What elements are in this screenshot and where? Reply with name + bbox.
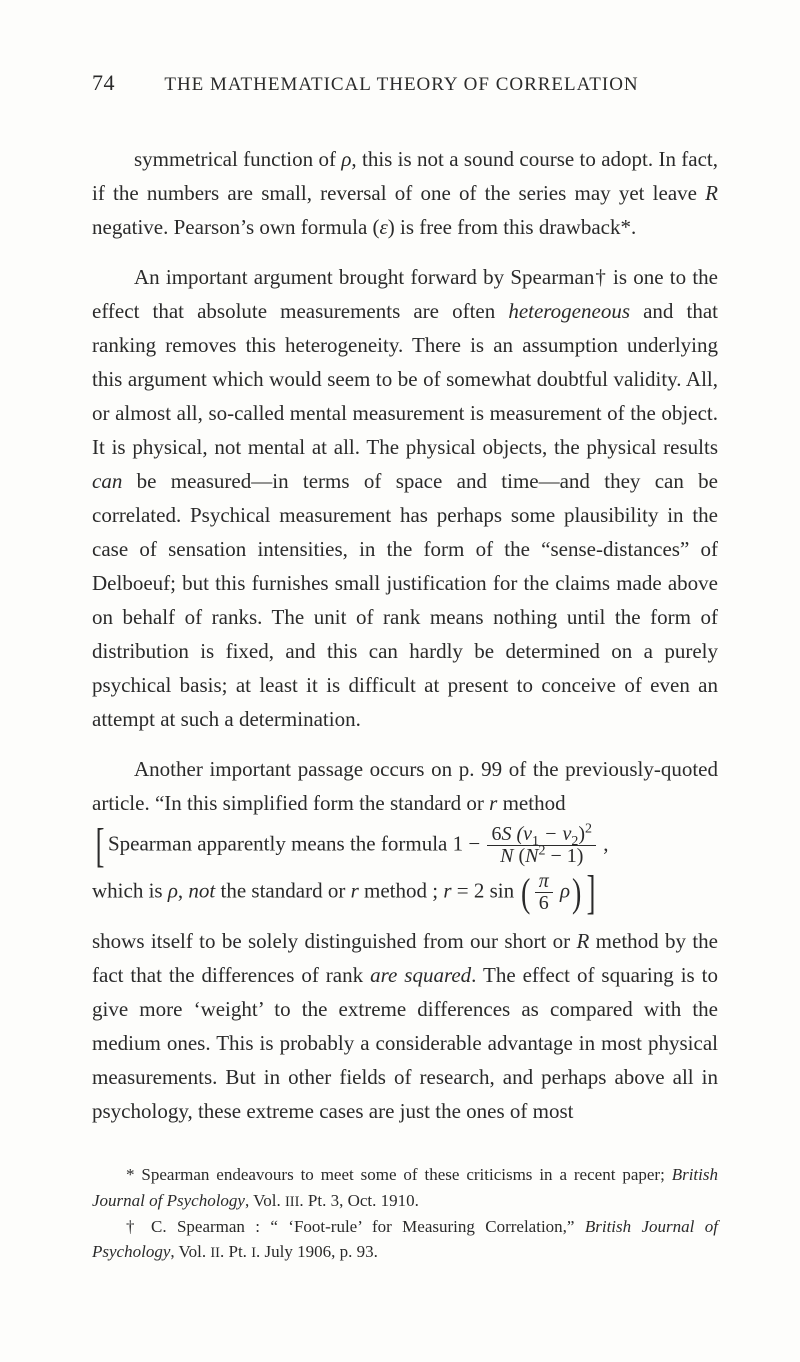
math-formula-1: [Spearman apparently means the formula 1… <box>92 824 718 867</box>
text: − ν <box>539 823 571 845</box>
text: Spearman apparently means the formula 1 … <box>108 832 485 856</box>
paragraph-2: An important argument brought forward by… <box>92 260 718 736</box>
text: . The effect of squaring is to give more… <box>92 963 718 1123</box>
text: − 1) <box>545 845 583 867</box>
text: Another important passage occurs on p. 9… <box>92 757 718 815</box>
page-number: 74 <box>92 70 115 96</box>
text: , <box>178 879 189 903</box>
text: , Vol. <box>245 1191 285 1210</box>
var-rho: ρ <box>341 147 351 171</box>
num-pi: π <box>535 871 553 893</box>
paragraph-4: shows itself to be solely distinguished … <box>92 924 718 1128</box>
var-r3: r <box>443 879 451 903</box>
sup-2: 2 <box>585 822 592 837</box>
var-S: S <box>501 823 511 845</box>
footnote-2: † C. Spearman : “ ‘Foot-rule’ for Measur… <box>92 1214 718 1265</box>
text: . Pt. 3, Oct. 1910. <box>299 1191 418 1210</box>
text: method ; <box>359 879 444 903</box>
text: 6 <box>491 823 501 845</box>
var-r2: r <box>351 879 359 903</box>
var-R2: R <box>577 929 590 953</box>
footnote-1: * Spearman endeavours to meet some of th… <box>92 1162 718 1213</box>
running-head: 74 THE MATHEMATICAL THEORY OF CORRELATIO… <box>92 70 718 96</box>
trailing-comma: , <box>598 832 609 856</box>
var-rho2: ρ <box>168 879 178 903</box>
text: = 2 sin <box>452 879 520 903</box>
text: and that ranking removes this heterogene… <box>92 299 718 459</box>
fraction-pi6: π 6 <box>535 871 553 914</box>
text: * Spearman endeavours to meet some of th… <box>126 1165 672 1184</box>
volume-sc: III <box>285 1194 299 1210</box>
den-6: 6 <box>535 893 553 914</box>
term-can: can <box>92 469 122 493</box>
text: (ν <box>511 823 532 845</box>
var-R: R <box>705 181 718 205</box>
text: , Vol. <box>170 1242 210 1261</box>
text: negative. Pearson’s own formula ( <box>92 215 380 239</box>
paragraph-1: symmetrical function of ρ, this is not a… <box>92 142 718 244</box>
var-N: N <box>500 845 513 867</box>
term-are-squared: are squared <box>370 963 471 987</box>
math-formula-2: which is ρ, not the standard or r method… <box>92 871 718 914</box>
text: be measured—in terms of space and time—a… <box>92 469 718 731</box>
text: ( <box>513 845 525 867</box>
term-heterogeneous: hetero­geneous <box>508 299 630 323</box>
var-rho3: ρ <box>555 879 570 903</box>
text: the standard or <box>215 879 350 903</box>
paragraph-3-lead: Another important passage occurs on p. 9… <box>92 752 718 820</box>
text: † C. Spearman : “ ‘Foot-rule’ for Measur… <box>126 1217 585 1236</box>
fraction-denominator: N (N2 − 1) <box>487 846 596 867</box>
text: ) is free from this drawback*. <box>388 215 636 239</box>
text: . Pt. <box>220 1242 251 1261</box>
text: which is <box>92 879 168 903</box>
text: . July 1906, p. 93. <box>256 1242 378 1261</box>
var-N2: N <box>525 845 538 867</box>
page: 74 THE MATHEMATICAL THEORY OF CORRELATIO… <box>0 0 800 1362</box>
text: symmetrical function of <box>134 147 341 171</box>
text: shows itself to be solely distinguished … <box>92 929 577 953</box>
term-not: not <box>188 879 215 903</box>
var-eps: ε <box>380 215 388 239</box>
running-title: THE MATHEMATICAL THEORY OF CORRELATION <box>115 74 688 96</box>
footnotes: * Spearman endeavours to meet some of th… <box>92 1162 718 1264</box>
fraction-1: 6S (ν1 − ν2)2 N (N2 − 1) <box>487 824 596 867</box>
text: method <box>497 791 565 815</box>
volume-sc-2: II <box>210 1245 220 1261</box>
